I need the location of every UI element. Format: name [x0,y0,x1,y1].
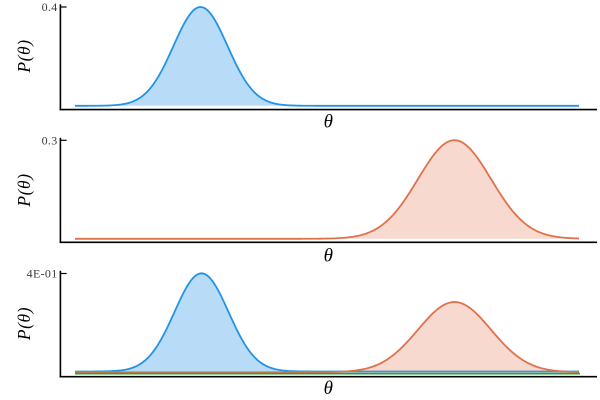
svg-text:0.4: 0.4 [42,0,58,14]
svg-text:P(θ): P(θ) [14,173,34,207]
svg-text:4E-01: 4E-01 [27,267,58,281]
svg-text:P(θ): P(θ) [14,307,34,341]
svg-text:0.3: 0.3 [42,133,58,147]
svg-text:θ: θ [324,112,333,133]
svg-text:θ: θ [324,245,333,266]
svg-text:θ: θ [324,378,333,399]
svg-text:P(θ): P(θ) [14,39,34,73]
